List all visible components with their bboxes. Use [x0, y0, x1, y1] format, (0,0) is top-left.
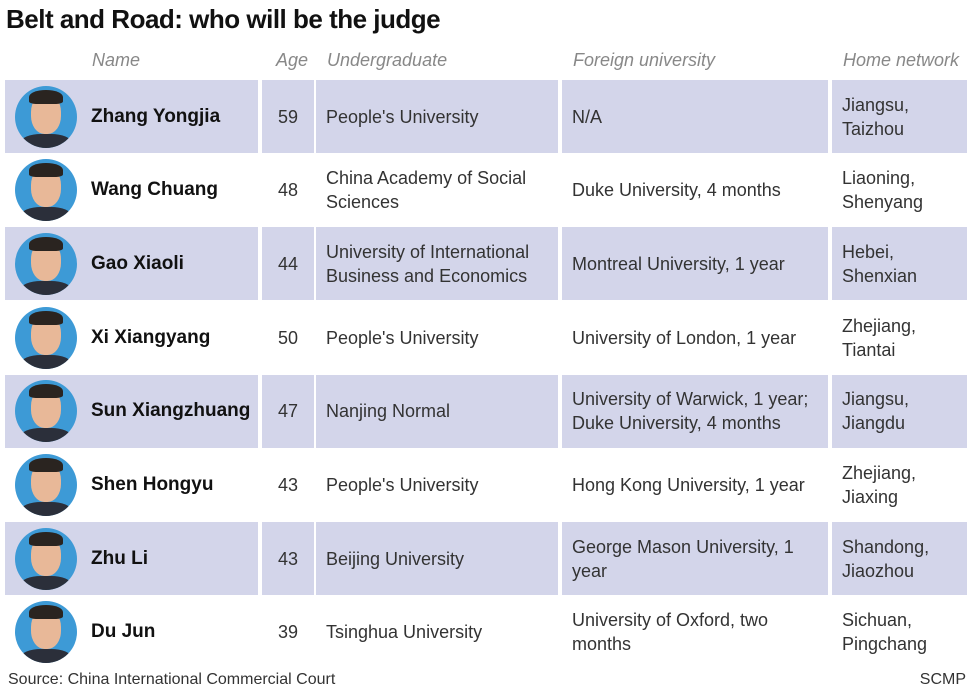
foreign-university-cell: Montreal University, 1 year	[562, 227, 828, 301]
table-row: Wang Chuang 48 China Academy of Social S…	[5, 154, 967, 227]
age-cell: 47	[262, 374, 314, 448]
portrait-photo	[15, 159, 77, 222]
header-home-network: Home network	[843, 50, 960, 70]
table-row: Xi Xiangyang 50 People's University Univ…	[5, 301, 967, 374]
table-row: Zhang Yongjia 59 People's University N/A…	[5, 80, 967, 153]
age-cell: 43	[262, 522, 314, 596]
table-row: Du Jun 39 Tsinghua University University…	[5, 596, 967, 669]
age-cell: 50	[277, 327, 299, 348]
name-cell: Xi Xiangyang	[5, 301, 258, 374]
portrait-photo	[15, 454, 77, 516]
header-foreign-university: Foreign university	[573, 50, 716, 70]
header-undergraduate: Undergraduate	[327, 50, 448, 70]
home-network-cell: Jiangsu, Jiangdu	[832, 374, 967, 448]
foreign-university-cell: George Mason University, 1 year	[562, 522, 828, 596]
credit: SCMP	[919, 671, 966, 688]
home-network-cell: Sichuan, Pingchang	[842, 610, 928, 655]
undergraduate-cell: People's University	[316, 80, 558, 153]
table-row: Zhu Li 43 Beijing University George Maso…	[5, 522, 967, 596]
age-cell: 48	[277, 180, 299, 201]
undergraduate-cell: People's University	[326, 327, 479, 348]
name-cell: Sun Xiangzhuang	[5, 374, 258, 448]
portrait-photo	[15, 306, 77, 369]
header-age: Age	[276, 50, 309, 70]
foreign-university-cell: Duke University, 4 months	[572, 180, 781, 201]
home-network-cell: Shandong, Jiaozhou	[832, 522, 967, 596]
undergraduate-cell: Beijing University	[316, 522, 558, 596]
judge-name: Zhu Li	[91, 547, 148, 569]
undergraduate-cell: University of International Business and…	[316, 227, 558, 301]
header-name: Name	[92, 50, 141, 70]
undergraduate-cell: Nanjing Normal	[316, 374, 558, 448]
judge-name: Du Jun	[91, 621, 156, 643]
undergraduate-cell: People's University	[326, 475, 479, 495]
source-note: Source: China International Commercial C…	[8, 671, 336, 688]
judge-name: Zhang Yongjia	[91, 105, 221, 127]
table-row: Sun Xiangzhuang 47 Nanjing Normal Univer…	[5, 374, 967, 448]
name-cell: Zhang Yongjia	[5, 80, 258, 153]
age-cell: 59	[262, 80, 314, 153]
foreign-university-cell: N/A	[562, 80, 828, 153]
name-cell: Zhu Li	[5, 522, 258, 596]
table-row: Gao Xiaoli 44 University of Internationa…	[5, 227, 967, 301]
foreign-university-cell: University of London, 1 year	[572, 327, 797, 348]
portrait-photo	[15, 380, 77, 443]
judge-name: Xi Xiangyang	[91, 326, 211, 348]
foreign-university-cell: University of Oxford, two months	[572, 610, 769, 655]
name-cell: Gao Xiaoli	[5, 227, 258, 301]
page-title: Belt and Road: who will be the judge	[6, 4, 441, 34]
foreign-university-cell: University of Warwick, 1 year; Duke Univ…	[562, 374, 828, 448]
age-cell: 44	[262, 227, 314, 301]
name-cell: Wang Chuang	[5, 154, 258, 227]
table-row: Shen Hongyu 43 People's University Hong …	[5, 449, 967, 522]
name-cell: Du Jun	[5, 596, 258, 669]
portrait-photo	[15, 527, 77, 590]
judge-name: Wang Chuang	[91, 179, 218, 201]
foreign-university-cell: Hong Kong University, 1 year	[572, 475, 805, 495]
home-network-cell: Zhejiang, Tiantai	[842, 315, 917, 360]
portrait-photo	[15, 601, 77, 664]
portrait-photo	[15, 232, 77, 295]
name-cell: Shen Hongyu	[5, 449, 258, 522]
undergraduate-cell: Tsinghua University	[326, 622, 483, 643]
home-network-cell: Zhejiang, Jiaxing	[842, 463, 917, 507]
age-cell: 43	[277, 475, 299, 495]
portrait-photo	[15, 85, 77, 148]
judge-name: Gao Xiaoli	[91, 252, 184, 274]
age-cell: 39	[277, 622, 299, 643]
home-network-cell: Hebei, Shenxian	[832, 227, 967, 301]
undergraduate-cell: China Academy of Social Sciences	[326, 168, 527, 213]
judge-name: Sun Xiangzhuang	[91, 400, 251, 422]
home-network-cell: Liaoning, Shenyang	[842, 168, 924, 213]
judge-name: Shen Hongyu	[91, 474, 214, 495]
home-network-cell: Jiangsu, Taizhou	[832, 80, 967, 153]
